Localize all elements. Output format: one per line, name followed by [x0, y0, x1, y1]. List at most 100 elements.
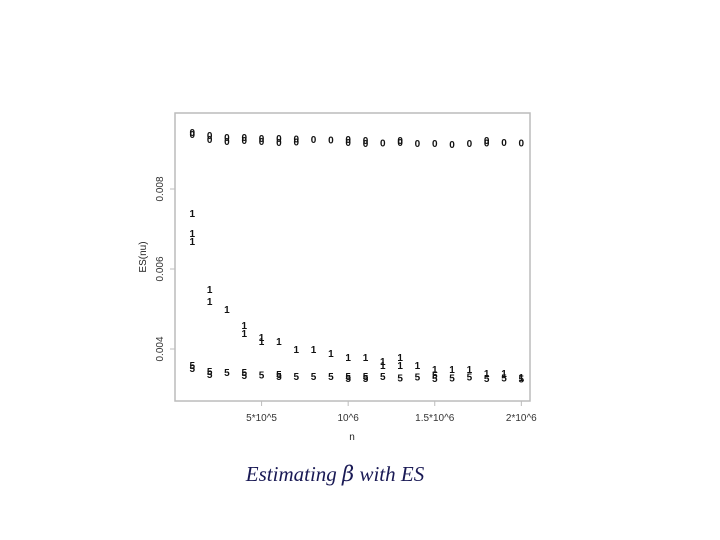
- x-axis-title: n: [349, 432, 355, 443]
- data-point-1: 1: [293, 345, 299, 356]
- slide-caption: Estimating β with ES: [180, 462, 490, 487]
- data-point-0: 0: [363, 136, 369, 147]
- data-point-0: 0: [241, 136, 247, 147]
- data-point-5: 5: [190, 361, 196, 372]
- caption-symbol: β: [342, 462, 355, 486]
- x-tick-label: 10^6: [337, 413, 359, 424]
- data-point-1: 1: [380, 357, 386, 368]
- data-point-0: 0: [380, 139, 386, 150]
- data-point-5: 5: [415, 373, 421, 384]
- data-point-0: 0: [484, 136, 490, 147]
- data-point-1: 1: [207, 297, 213, 308]
- data-point-0: 0: [190, 128, 196, 139]
- data-point-0: 0: [276, 138, 282, 149]
- data-point-5: 5: [380, 372, 386, 383]
- data-point-0: 0: [397, 136, 403, 147]
- data-point-5: 5: [207, 367, 213, 378]
- x-tick-label: 5*10^5: [246, 413, 277, 424]
- data-point-1: 1: [190, 229, 196, 240]
- plot-frame: [174, 112, 531, 402]
- data-point-1: 1: [190, 237, 196, 248]
- data-point-1: 1: [241, 329, 247, 340]
- data-point-1: 1: [432, 365, 438, 376]
- data-point-0: 0: [363, 139, 369, 150]
- data-point-1: 1: [241, 321, 247, 332]
- data-point-1: 1: [363, 353, 369, 364]
- data-point-1: 1: [501, 369, 507, 380]
- data-point-5: 5: [345, 374, 351, 385]
- data-point-0: 0: [484, 139, 490, 150]
- data-point-5: 5: [241, 371, 247, 382]
- data-point-5: 5: [207, 370, 213, 381]
- data-point-5: 5: [363, 372, 369, 383]
- data-point-1: 1: [207, 285, 213, 296]
- data-point-0: 0: [276, 134, 282, 145]
- data-point-5: 5: [397, 373, 403, 384]
- data-point-0: 0: [259, 137, 265, 148]
- data-point-0: 0: [293, 137, 299, 148]
- data-point-0: 0: [207, 135, 213, 146]
- data-point-5: 5: [293, 372, 299, 383]
- data-point-0: 0: [311, 135, 317, 146]
- data-point-5: 5: [432, 374, 438, 385]
- data-point-0: 0: [449, 140, 455, 151]
- x-tick-label: 1.5*10^6: [415, 413, 455, 424]
- data-point-5: 5: [432, 371, 438, 382]
- data-point-5: 5: [311, 372, 317, 383]
- data-point-5: 5: [519, 375, 525, 386]
- data-point-0: 0: [207, 131, 213, 142]
- data-point-1: 1: [449, 365, 455, 376]
- data-point-0: 0: [259, 134, 265, 145]
- y-axis-title: ES(nu): [138, 241, 149, 272]
- data-point-0: 0: [432, 139, 438, 150]
- data-point-5: 5: [276, 370, 282, 381]
- data-point-1: 1: [311, 345, 317, 356]
- data-point-5: 5: [276, 372, 282, 383]
- data-point-5: 5: [345, 372, 351, 383]
- data-point-0: 0: [224, 133, 230, 144]
- data-point-1: 1: [224, 305, 230, 316]
- data-point-1: 1: [380, 361, 386, 372]
- data-point-5: 5: [241, 368, 247, 379]
- y-tick-label: 0.004: [155, 336, 166, 361]
- data-point-5: 5: [449, 373, 455, 384]
- data-point-1: 1: [345, 353, 351, 364]
- data-point-5: 5: [501, 373, 507, 384]
- scatter-plot: 5*10^5 10^6 1.5*10^6 2*10^6 0.004 0.006 0.008…: [138, 112, 537, 443]
- data-point-1: 1: [484, 369, 490, 380]
- data-point-0: 0: [467, 139, 473, 150]
- caption-prefix: Estimating: [245, 462, 343, 486]
- data-point-0: 0: [241, 133, 247, 144]
- data-point-5: 5: [259, 371, 265, 382]
- data-point-1: 1: [328, 349, 334, 360]
- data-point-5: 5: [224, 368, 230, 379]
- data-point-1: 1: [397, 353, 403, 364]
- data-point-5: 5: [190, 364, 196, 375]
- data-point-0: 0: [345, 135, 351, 146]
- x-tick-label: 2*10^6: [506, 413, 537, 424]
- x-axis: 5*10^5 10^6 1.5*10^6 2*10^6: [246, 401, 537, 424]
- data-point-1: 1: [276, 337, 282, 348]
- data-point-1: 1: [259, 333, 265, 344]
- y-axis: 0.004 0.006 0.008: [155, 176, 175, 362]
- data-point-5: 5: [363, 374, 369, 385]
- data-point-1: 1: [519, 373, 525, 384]
- data-point-0: 0: [345, 138, 351, 149]
- data-point-1: 1: [259, 337, 265, 348]
- caption-suffix: with ES: [354, 462, 425, 486]
- y-tick-label: 0.008: [155, 176, 166, 201]
- data-point-0: 0: [501, 138, 507, 149]
- data-point-5: 5: [484, 374, 490, 385]
- data-point-0: 0: [519, 139, 525, 150]
- data-point-1: 1: [397, 361, 403, 372]
- data-point-0: 0: [224, 137, 230, 148]
- data-point-5: 5: [328, 372, 334, 383]
- data-point-0: 0: [190, 130, 196, 141]
- data-point-1: 1: [467, 365, 473, 376]
- y-tick-label: 0.006: [155, 256, 166, 281]
- data-point-0: 0: [328, 135, 334, 146]
- data-point-1: 1: [190, 209, 196, 220]
- data-point-1: 1: [415, 361, 421, 372]
- data-point-0: 0: [293, 135, 299, 146]
